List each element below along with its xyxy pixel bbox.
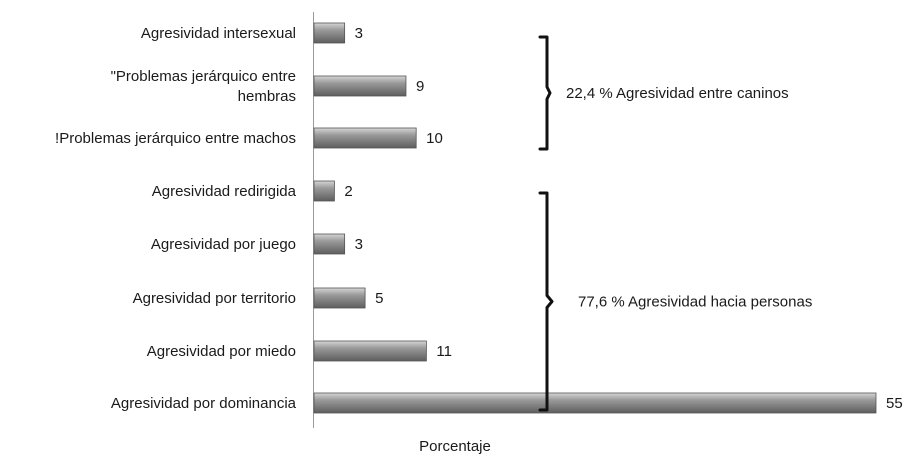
bar-1 [313, 22, 346, 44]
bar-4 [313, 180, 335, 202]
group-bracket-1 [538, 35, 552, 151]
group-bracket-2 [538, 191, 554, 412]
category-label-agresividad-redirigida: Agresividad redirigida [152, 183, 297, 200]
value-label-1: 3 [355, 25, 363, 42]
x-axis-title: Porcentaje [419, 438, 491, 455]
category-label-problemas-jerarquico-entre-hembras: "Problemas jerárquico entre hembras [111, 68, 296, 105]
bars-group: Agresividad intersexual 3 "Problemas jerár… [55, 22, 903, 414]
value-label-2: 9 [416, 78, 424, 95]
bar-5 [313, 233, 346, 255]
group-annotations: 22,4 % Agresividad entre caninos 77,6 % A… [538, 35, 812, 412]
value-label-6: 5 [375, 290, 383, 307]
bar-2 [313, 75, 407, 97]
category-label-agresividad-por-dominancia: Agresividad por dominancia [111, 395, 297, 412]
value-label-7: 11 [436, 343, 452, 360]
value-label-5: 3 [355, 236, 363, 253]
value-label-4: 2 [344, 183, 352, 200]
group-label-2: 77,6 % Agresividad hacia personas [578, 294, 812, 311]
group-label-1: 22,4 % Agresividad entre caninos [566, 85, 789, 102]
category-label-agresividad-por-territorio: Agresividad por territorio [133, 290, 296, 307]
value-label-3: 10 [426, 130, 443, 147]
bar-7 [313, 340, 427, 362]
bar-3 [313, 127, 417, 149]
category-label-problemas-jerarquico-entre-machos: !Problemas jerárquico entre machos [55, 130, 296, 147]
category-label-agresividad-por-juego: Agresividad por juego [151, 236, 296, 253]
bar-6 [313, 287, 366, 309]
category-label-agresividad-intersexual: Agresividad intersexual [141, 25, 296, 42]
bar-8 [313, 392, 877, 414]
value-label-8: 55 [886, 395, 903, 412]
category-label-agresividad-por-miedo: Agresividad por miedo [147, 343, 296, 360]
